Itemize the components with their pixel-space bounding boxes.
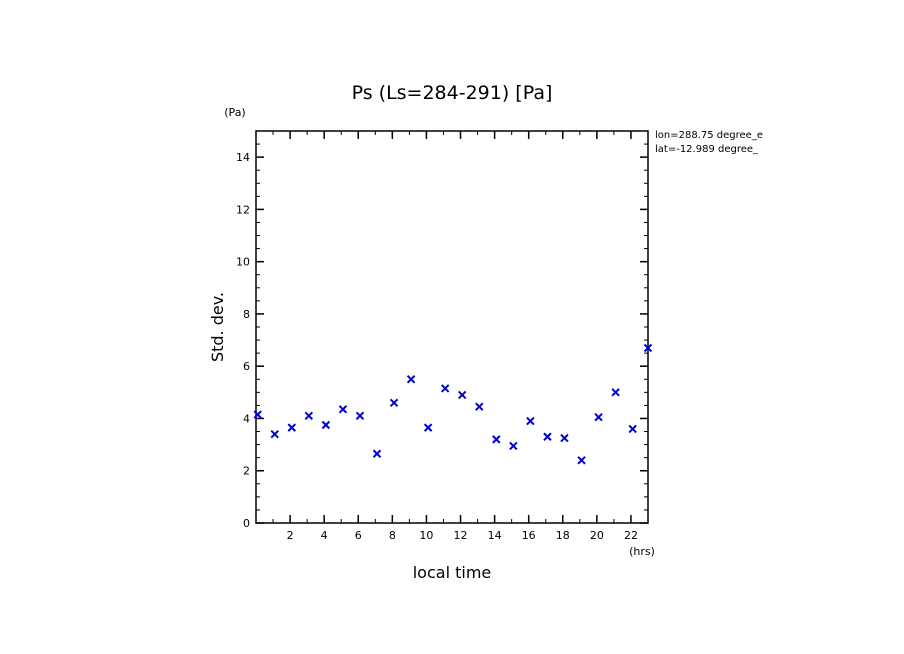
- chart-title: Ps (Ls=284-291) [Pa]: [352, 82, 553, 104]
- y-tick-label: 8: [243, 308, 250, 321]
- axis-ticks: [256, 131, 648, 524]
- data-point: [543, 432, 552, 441]
- y-axis-label: Std. dev.: [208, 292, 227, 362]
- data-point: [509, 441, 518, 451]
- x-tick-label: 14: [488, 529, 502, 542]
- data-point: [355, 411, 365, 421]
- data-points: [253, 343, 653, 465]
- tick-labels: 2 4 6 8 10 12 14 16 18 20 22 0 2 4 6 8 10 12 14: [236, 151, 638, 542]
- data-point: [389, 398, 399, 407]
- data-point: [458, 390, 467, 400]
- data-point: [304, 411, 314, 421]
- data-point: [594, 412, 603, 422]
- data-point: [372, 449, 382, 458]
- y-tick-label: 10: [236, 256, 250, 269]
- y-tick-label: 14: [236, 151, 250, 164]
- data-point: [406, 375, 416, 384]
- y-tick-label: 6: [243, 360, 250, 373]
- data-point: [577, 456, 586, 465]
- data-point: [270, 429, 279, 439]
- x-tick-label: 22: [624, 529, 638, 542]
- data-point: [526, 416, 535, 426]
- y-tick-label: 4: [243, 412, 250, 425]
- y-tick-label: 0: [243, 517, 250, 530]
- data-point: [423, 423, 433, 432]
- data-point: [492, 435, 501, 444]
- data-point: [643, 343, 653, 353]
- data-point: [611, 388, 620, 397]
- annotation-lat: lat=-12.989 degree_: [655, 144, 759, 155]
- x-tick-label: 10: [419, 529, 433, 542]
- data-point: [321, 420, 331, 430]
- data-point: [475, 402, 484, 411]
- y-tick-label: 12: [236, 203, 250, 216]
- x-tick-label: 20: [590, 529, 604, 542]
- x-axis-label: local time: [413, 563, 492, 582]
- data-point: [560, 433, 569, 443]
- annotation-lon: lon=288.75 degree_e: [655, 130, 763, 141]
- data-point: [440, 384, 450, 393]
- y-tick-label: 2: [243, 465, 250, 478]
- data-point: [338, 405, 348, 414]
- x-tick-label: 16: [522, 529, 536, 542]
- x-tick-label: 12: [454, 529, 468, 542]
- x-tick-label: 18: [556, 529, 570, 542]
- x-tick-label: 8: [389, 529, 396, 542]
- x-tick-label: 2: [287, 529, 294, 542]
- y-unit-label: (Pa): [224, 106, 245, 119]
- data-point: [628, 424, 637, 434]
- x-unit-label: (hrs): [629, 545, 655, 558]
- data-point: [253, 410, 262, 419]
- plot-frame: [255, 130, 649, 524]
- x-tick-label: 6: [355, 529, 362, 542]
- data-point: [287, 423, 296, 432]
- x-tick-label: 4: [321, 529, 328, 542]
